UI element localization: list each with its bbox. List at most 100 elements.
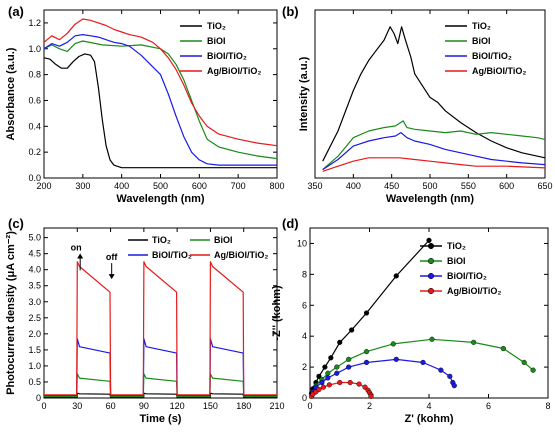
- y-tick-label: 0.4: [28, 121, 41, 131]
- x-tick-label: 600: [192, 181, 207, 191]
- y-axis-title: Photocurrent density (μA cm⁻²): [5, 231, 17, 395]
- series-line-a-2: [43, 34, 277, 166]
- legend-label: BiOI: [214, 235, 233, 245]
- data-point: [322, 364, 328, 370]
- y-tick-label: 6: [302, 300, 307, 310]
- x-tick-label: 180: [236, 401, 251, 411]
- plot-frame: [314, 9, 546, 179]
- data-point: [429, 336, 435, 342]
- plot-frame: [309, 227, 549, 399]
- data-point: [334, 364, 340, 370]
- y-axis-title: -Z'' (kohm): [271, 285, 283, 341]
- y-tick-label: 8: [302, 269, 307, 279]
- legend-label: TiO₂: [207, 21, 226, 31]
- x-tick-label: 2: [367, 401, 372, 411]
- x-tick-label: 0: [41, 401, 46, 411]
- data-point: [328, 355, 334, 361]
- y-tick-label: 10: [297, 238, 307, 248]
- x-tick-label: 600: [499, 181, 514, 191]
- legend-label: Ag/BiOI/TiO₂: [214, 250, 268, 260]
- x-tick-label: 400: [114, 181, 129, 191]
- y-axis-title: Absorbance (a.u.): [5, 47, 17, 140]
- data-point: [325, 375, 331, 381]
- data-point: [363, 359, 370, 366]
- data-point: [316, 386, 322, 393]
- data-point: [319, 379, 325, 386]
- data-point: [521, 359, 527, 366]
- y-tick-label: 1.2: [28, 18, 41, 28]
- legend-label: BiOI: [447, 256, 466, 266]
- data-point: [347, 379, 353, 386]
- annotation-arrowhead: [77, 253, 84, 259]
- legend-label: BiOI/TiO₂: [207, 51, 247, 61]
- data-point: [346, 364, 352, 370]
- data-point: [320, 384, 326, 390]
- y-tick-label: 0: [36, 393, 41, 403]
- series-line-b-2: [322, 132, 546, 171]
- series-line-d-1: [312, 338, 534, 393]
- series-line-c-0: [44, 392, 277, 398]
- data-point: [368, 393, 374, 400]
- y-tick-label: 4: [302, 331, 307, 341]
- y-tick-label: 0.8: [28, 70, 41, 80]
- panel-label: (b): [282, 4, 299, 19]
- data-point: [500, 345, 506, 352]
- x-axis-title: Time (s): [140, 413, 182, 425]
- series-line-c-1: [44, 373, 277, 397]
- x-tick-label: 120: [170, 401, 185, 411]
- series-line-c-2: [44, 338, 277, 396]
- annotation-off: off: [106, 252, 118, 262]
- series-line-a-3: [43, 18, 278, 147]
- annotation-arrowhead: [108, 274, 115, 280]
- data-point: [337, 339, 343, 345]
- series-line-b-3: [322, 157, 546, 172]
- y-tick-label: 1.5: [28, 345, 41, 355]
- y-tick-label: 3.0: [28, 297, 41, 307]
- series-line-b-0: [322, 26, 546, 162]
- y-tick-label: 2.0: [28, 329, 41, 339]
- y-axis-title: Intensity (a.u.): [298, 56, 310, 131]
- y-tick-label: 0.6: [28, 95, 41, 105]
- chart-panel-c: 0 30 60 90 120 150 180 210 0 0.5 1.0 1.5 2.0 2.5 3.0 3.…: [5, 216, 285, 425]
- x-tick-label: 700: [231, 181, 246, 191]
- legend-marker: [427, 242, 435, 250]
- series-line-a-1: [43, 40, 278, 160]
- data-point: [393, 356, 399, 362]
- legend-label: TiO₂: [152, 235, 171, 245]
- x-tick-label: 550: [461, 181, 476, 191]
- data-point: [393, 273, 399, 279]
- x-tick-label: 4: [426, 401, 431, 411]
- y-tick-label: 4.0: [28, 265, 41, 275]
- data-point: [363, 310, 370, 316]
- data-point: [337, 379, 343, 386]
- series-line-c-3: [44, 261, 277, 396]
- series-line-a-0: [43, 53, 277, 169]
- panel-label: (a): [8, 4, 24, 19]
- legend-marker: [427, 287, 435, 295]
- y-tick-label: 0.2: [28, 147, 41, 157]
- y-tick-label: 4.5: [28, 249, 41, 259]
- x-tick-label: 90: [139, 401, 149, 411]
- x-tick-label: 400: [346, 181, 361, 191]
- x-tick-label: 6: [486, 401, 491, 411]
- annotation-on: on: [71, 242, 82, 252]
- chart-panel-b: 350 400 450 500 550 600 650 (b) Wavelength (nm) I…: [282, 4, 553, 205]
- x-tick-label: 500: [422, 181, 437, 191]
- x-axis-title: Z' (kohm): [404, 413, 453, 425]
- data-point: [530, 367, 536, 373]
- legend-label: BiOI/TiO₂: [152, 250, 192, 260]
- x-tick-label: 0: [307, 401, 312, 411]
- legend-marker: [427, 257, 435, 265]
- y-tick-label: 0.5: [28, 377, 41, 387]
- panel-label: (d): [282, 216, 299, 231]
- panel-label: (c): [8, 216, 24, 231]
- y-tick-label: 1.0: [28, 44, 41, 54]
- data-point: [471, 339, 477, 345]
- legend-label: BiOI: [472, 36, 491, 46]
- data-point: [363, 349, 370, 355]
- legend-label: TiO₂: [472, 21, 491, 31]
- x-tick-label: 8: [545, 401, 550, 411]
- y-tick-label: 5.0: [28, 233, 41, 243]
- series-line-d-2: [312, 358, 455, 393]
